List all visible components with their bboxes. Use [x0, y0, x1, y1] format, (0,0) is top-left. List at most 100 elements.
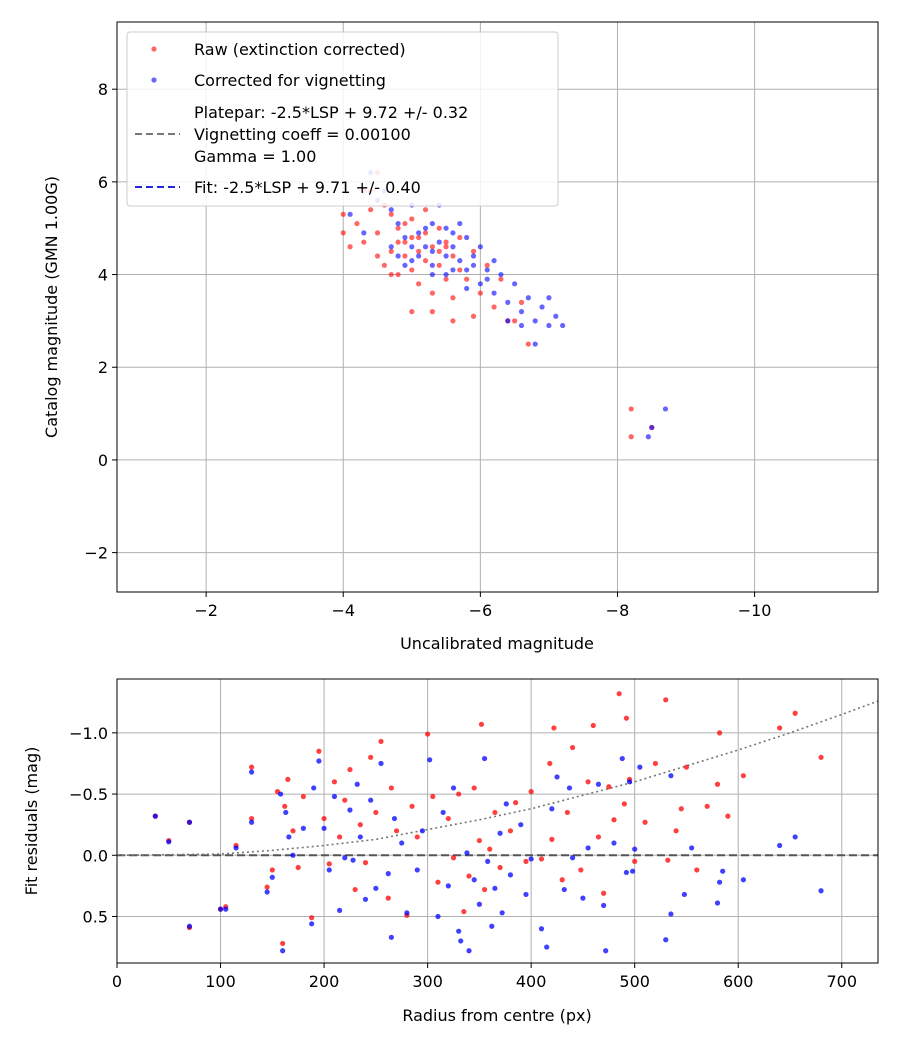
top-x-tick-label: −8 [606, 601, 630, 620]
top-corrected-point [429, 248, 435, 254]
bottom-y-ticks: 0.5 0.0 −0.5 −1.0 [69, 724, 117, 926]
top-corrected-point [464, 234, 470, 241]
bottom-x-tick-label: 300 [412, 972, 443, 991]
bottom-raw-point [513, 800, 519, 806]
top-corrected-point [395, 220, 401, 227]
bottom-corrected-point [689, 845, 695, 851]
bottom-corrected-point [464, 850, 470, 856]
bottom-raw-point [481, 886, 488, 893]
bottom-corrected-point [404, 910, 410, 916]
bottom-corrected-point [283, 809, 289, 816]
top-corrected-point [429, 271, 435, 278]
top-corrected-point [553, 313, 559, 319]
bottom-raw-point [342, 797, 348, 803]
bottom-corrected-point [223, 906, 229, 912]
top-raw-point [628, 406, 634, 412]
bottom-corrected-point [419, 828, 426, 834]
bottom-corrected-point [233, 845, 239, 851]
bottom-raw-point [652, 760, 658, 767]
top-corrected-point [484, 276, 490, 282]
top-corrected-point [429, 220, 435, 227]
bottom-x-tick-label: 600 [723, 972, 754, 991]
top-raw-point [498, 276, 504, 282]
top-corrected-point [443, 225, 449, 231]
top-raw-point [422, 230, 429, 236]
bottom-corrected-point [445, 883, 451, 889]
bottom-corrected-point [528, 856, 534, 862]
bottom-corrected-point [580, 895, 586, 901]
top-y-tick-label: 4 [98, 266, 108, 285]
bottom-raw-point [673, 828, 679, 834]
top-raw-point [470, 313, 477, 319]
legend-label-platepar: Platepar: -2.5*LSP + 9.72 +/- 0.32 [194, 103, 468, 122]
bottom-raw-point [352, 886, 358, 893]
bottom-corrected-point [399, 840, 405, 846]
bottom-raw-point [585, 779, 591, 785]
bottom-corrected-point [818, 888, 824, 894]
bottom-corrected-point [611, 840, 617, 846]
bottom-corrected-point [342, 855, 348, 861]
bottom-corrected-point [186, 819, 193, 825]
top-corrected-point [402, 234, 408, 241]
bottom-raw-point [385, 895, 391, 901]
bottom-raw-point [466, 873, 472, 879]
bottom-raw-point [678, 806, 684, 812]
top-raw-point [450, 253, 456, 259]
bottom-corrected-point [561, 886, 567, 893]
bottom-corrected-point [603, 948, 609, 954]
top-raw-point [340, 211, 346, 217]
top-corrected-point [416, 230, 422, 236]
top-y-tick-label: 0 [98, 451, 108, 470]
bottom-raw-point [337, 834, 343, 840]
top-raw-point [409, 234, 415, 241]
bottom-plot-area [117, 679, 878, 963]
bottom-corrected-point [716, 879, 723, 885]
top-raw-point [340, 230, 346, 236]
top-corrected-point [450, 230, 456, 236]
bottom-raw-point [456, 791, 462, 797]
bottom-raw-point [478, 721, 485, 727]
top-corrected-point [539, 304, 545, 310]
legend-label-gamma: Gamma = 1.00 [194, 147, 316, 166]
bottom-corrected-point [492, 885, 498, 891]
top-raw-point [470, 248, 477, 254]
bottom-corrected-point [632, 846, 638, 852]
bottom-corrected-point [518, 822, 524, 828]
top-y-tick-label: −2 [84, 544, 108, 563]
top-raw-point [484, 262, 490, 268]
top-raw-point [512, 318, 518, 324]
legend: Raw (extinction corrected) Corrected for… [126, 31, 559, 207]
bottom-raw-point [326, 861, 332, 867]
top-raw-point [450, 295, 456, 301]
top-raw-point [409, 267, 415, 273]
top-corrected-point [532, 341, 538, 347]
bottom-corrected-point [347, 807, 353, 813]
top-raw-point [477, 290, 483, 296]
bottom-corrected-point [668, 911, 674, 917]
top-corrected-point [422, 225, 429, 231]
bottom-corrected-point [385, 871, 391, 877]
bottom-raw-point [445, 815, 451, 822]
bottom-raw-point [551, 725, 557, 731]
top-raw-point [368, 207, 374, 213]
bottom-corrected-point [489, 923, 495, 929]
bottom-raw-point [295, 864, 301, 871]
bottom-corrected-point [331, 793, 338, 800]
top-corrected-point [525, 295, 531, 301]
bottom-raw-point [290, 828, 296, 834]
bottom-raw-point [559, 877, 565, 883]
bottom-raw-point [492, 809, 498, 816]
top-raw-point [491, 304, 497, 310]
top-raw-point [628, 434, 634, 440]
bottom-raw-point [777, 725, 783, 731]
bottom-y-axis-label: Fit residuals (mag) [22, 747, 41, 896]
bottom-x-ticks: 0 100 200 300 400 500 600 700 [112, 963, 857, 991]
bottom-raw-point [665, 857, 671, 863]
top-raw-point [443, 239, 449, 245]
bottom-raw-point [606, 784, 612, 790]
bottom-raw-point [362, 860, 369, 866]
bottom-x-axis-label: Radius from centre (px) [402, 1006, 591, 1025]
top-raw-point [388, 211, 394, 217]
bottom-reference-lines [117, 700, 878, 857]
